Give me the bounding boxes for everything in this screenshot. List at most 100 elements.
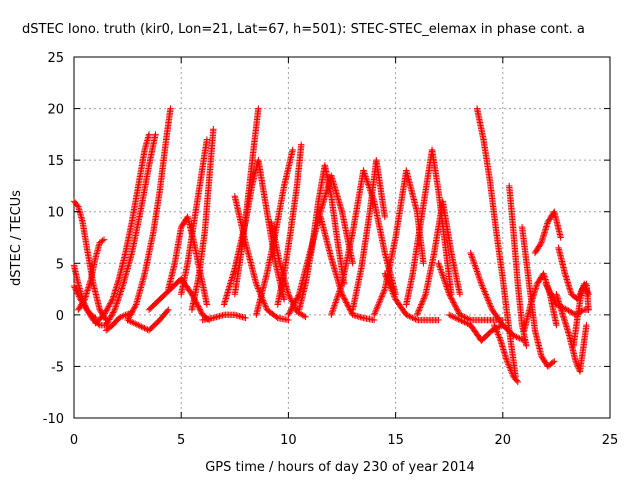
- data-point: [103, 307, 110, 314]
- data-point: [112, 303, 119, 310]
- data-point: [440, 274, 447, 281]
- data-point: [469, 254, 476, 261]
- data-point: [286, 308, 294, 316]
- data-point: [285, 310, 293, 317]
- data-point: [475, 272, 482, 280]
- data-point: [72, 285, 79, 293]
- data-point: [129, 308, 136, 315]
- data-point: [294, 293, 301, 301]
- data-point: [132, 302, 139, 310]
- x-tick-label: 0: [70, 433, 78, 448]
- data-point: [115, 295, 122, 303]
- data-point: [476, 274, 483, 281]
- data-point: [119, 282, 127, 289]
- data-point: [109, 310, 116, 318]
- data-marks: [70, 105, 592, 386]
- data-point: [104, 319, 111, 326]
- data-point: [290, 302, 297, 309]
- data-point: [364, 179, 371, 187]
- data-point: [129, 306, 137, 314]
- data-point: [100, 236, 108, 243]
- data-point: [198, 308, 205, 316]
- data-point: [438, 269, 445, 276]
- data-point: [103, 306, 111, 313]
- data-arc: [124, 306, 172, 334]
- data-arc: [124, 105, 174, 324]
- x-axis-label: GPS time / hours of day 230 of year 2014: [205, 460, 475, 475]
- data-arc: [274, 141, 305, 308]
- data-point: [332, 297, 340, 305]
- data-point: [288, 306, 295, 313]
- data-arc: [199, 311, 249, 324]
- data-point: [287, 307, 294, 314]
- data-point: [436, 263, 443, 270]
- data-point: [107, 313, 115, 320]
- data-point: [102, 308, 109, 316]
- data-point: [152, 131, 159, 138]
- data-point: [107, 298, 115, 306]
- data-arc: [231, 193, 292, 324]
- data-point: [260, 298, 268, 306]
- data-point: [203, 301, 211, 308]
- data-point: [583, 321, 590, 329]
- data-point: [130, 305, 138, 312]
- data-point: [349, 260, 356, 267]
- data-point: [436, 264, 444, 272]
- data-point: [115, 314, 123, 322]
- data-arc: [102, 131, 159, 329]
- data-point: [141, 324, 148, 332]
- data-point: [120, 312, 128, 319]
- data-point: [136, 322, 144, 330]
- data-point: [119, 313, 126, 320]
- data-point: [106, 301, 113, 309]
- data-point: [109, 309, 117, 316]
- data-point: [280, 296, 288, 303]
- data-point: [197, 307, 204, 314]
- data-point: [467, 249, 474, 257]
- data-point: [100, 311, 108, 319]
- data-point: [328, 310, 336, 317]
- data-arc: [70, 282, 110, 329]
- data-arc: [70, 198, 110, 324]
- data-point: [472, 263, 479, 271]
- data-point: [437, 267, 445, 275]
- data-point: [196, 306, 203, 313]
- data-point: [330, 303, 338, 311]
- data-point: [435, 260, 442, 267]
- data-point: [125, 317, 133, 324]
- data-point: [74, 202, 81, 209]
- data-point: [439, 272, 446, 279]
- data-point: [145, 131, 153, 138]
- data-arc: [92, 131, 153, 327]
- data-point: [128, 309, 135, 317]
- data-point: [273, 313, 280, 321]
- data-point: [285, 292, 293, 299]
- data-arc: [268, 218, 309, 321]
- data-point: [126, 312, 134, 319]
- data-point: [139, 324, 147, 331]
- data-point: [107, 300, 114, 307]
- data-point: [116, 291, 123, 298]
- data-point: [117, 313, 124, 321]
- data-point: [106, 316, 113, 323]
- data-point: [289, 146, 296, 154]
- data-point: [329, 307, 337, 314]
- data-point: [117, 288, 124, 295]
- data-point: [108, 312, 115, 319]
- data-point: [195, 304, 203, 312]
- chart-title: dSTEC Iono. truth (kir0, Lon=21, Lat=67,…: [22, 22, 585, 37]
- data-arc: [178, 136, 211, 298]
- x-tick-label: 15: [387, 433, 404, 448]
- data-point: [103, 320, 111, 327]
- data-point: [195, 303, 202, 310]
- data-point: [118, 285, 125, 292]
- data-point: [164, 307, 171, 315]
- data-point: [474, 271, 482, 278]
- x-tick-label: 10: [280, 433, 297, 448]
- data-point: [71, 284, 78, 291]
- data-point: [165, 306, 172, 313]
- x-tick-label: 25: [602, 433, 619, 448]
- data-point: [288, 304, 296, 312]
- data-point: [118, 286, 125, 294]
- data-point: [360, 167, 367, 174]
